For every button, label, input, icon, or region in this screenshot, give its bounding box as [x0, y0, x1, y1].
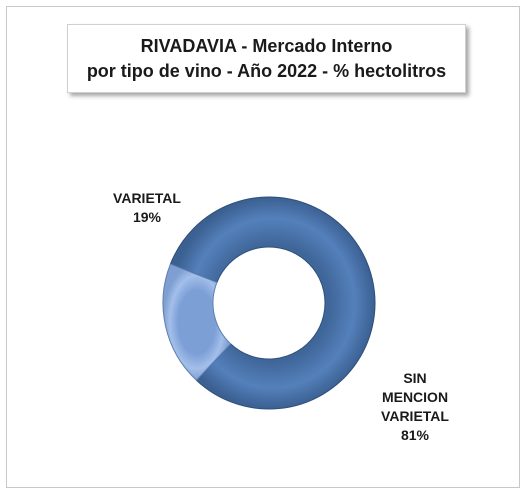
- label-sin-name-1: SIN: [403, 370, 427, 386]
- label-sin-name-3: VARIETAL: [381, 408, 449, 424]
- label-sin-mencion-varietal: SIN MENCION VARIETAL 81%: [367, 369, 463, 445]
- label-sin-name-2: MENCION: [381, 389, 449, 405]
- chart-title-line-1: RIVADAVIA - Mercado Interno: [140, 35, 393, 56]
- label-varietal-name: VARIETAL: [113, 190, 181, 206]
- chart-title-line-2: por tipo de vino - Año 2022 - % hectolit…: [86, 60, 447, 81]
- slice-sin-mencion-varietal: [169, 196, 376, 410]
- chart-title: RIVADAVIA - Mercado Interno por tipo de …: [67, 24, 466, 93]
- label-varietal: VARIETAL 19%: [102, 189, 192, 227]
- label-varietal-value: 19%: [132, 209, 162, 225]
- slice-varietal: [162, 263, 232, 381]
- label-sin-value: 81%: [400, 427, 430, 443]
